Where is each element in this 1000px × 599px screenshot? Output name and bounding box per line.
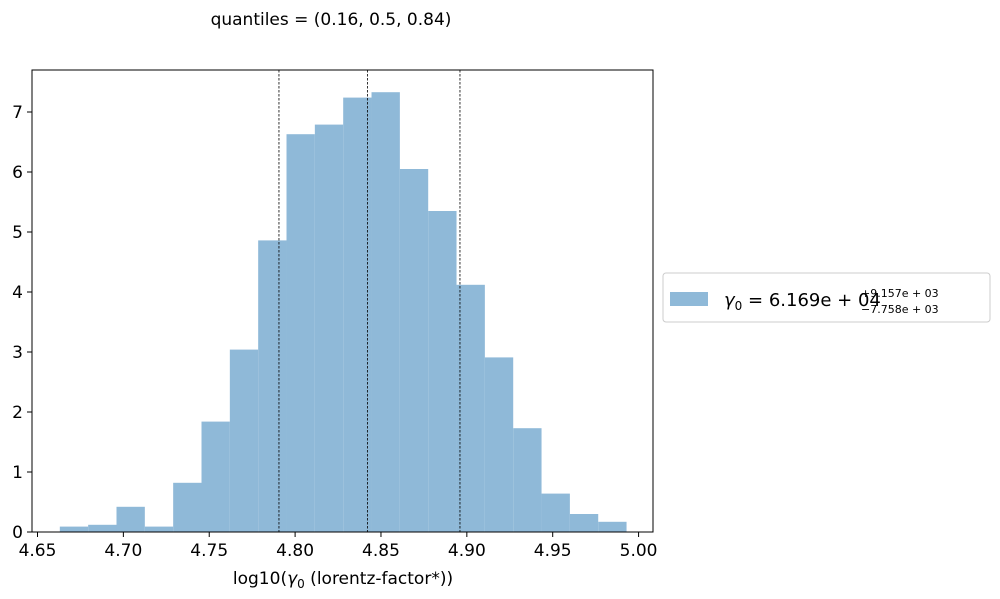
histogram-bar xyxy=(88,524,117,532)
histogram-bar xyxy=(456,284,485,532)
y-tick-label: 4 xyxy=(12,283,23,303)
quantile-lines xyxy=(278,70,461,532)
y-tick-label: 1 xyxy=(12,463,23,483)
histogram-bar xyxy=(258,240,287,532)
x-axis-label-subscript: 0 xyxy=(297,577,305,591)
legend-label: γ0 = 6.169e + 04 xyxy=(724,290,881,313)
histogram-bar xyxy=(144,526,174,532)
histogram-bar xyxy=(173,482,202,532)
x-tick-label: 4.90 xyxy=(448,541,486,561)
histogram-bar xyxy=(286,134,315,532)
y-tick-label: 0 xyxy=(12,523,23,543)
y-tick-label: 7 xyxy=(12,103,23,123)
histogram-bar xyxy=(229,349,259,532)
x-tick-label: 4.65 xyxy=(19,541,57,561)
histogram-bar xyxy=(428,211,457,532)
y-axis-ticks: 0 1 2 3 4 5 6 7 xyxy=(12,103,32,543)
histogram-bars xyxy=(59,92,627,532)
x-tick-label: 4.95 xyxy=(534,541,572,561)
histogram-bar xyxy=(569,514,599,532)
histogram-bar xyxy=(513,428,542,532)
histogram-bar xyxy=(116,506,145,532)
histogram-bar xyxy=(399,169,429,532)
plot-area-frame xyxy=(31,69,654,533)
histogram-bar xyxy=(59,526,89,532)
histogram-bar xyxy=(598,521,627,532)
legend-swatch xyxy=(670,292,708,306)
legend-symbol: γ xyxy=(724,290,736,311)
x-axis-label-prefix: log10( xyxy=(233,569,287,589)
y-tick-label: 6 xyxy=(12,163,23,183)
legend-symbol-subscript: 0 xyxy=(735,299,743,313)
legend-box xyxy=(662,272,991,323)
x-axis-label-suffix: (lorentz-factor*)) xyxy=(305,569,453,589)
histogram-bar xyxy=(371,92,400,532)
histogram-bar xyxy=(343,97,372,532)
histogram-bar xyxy=(484,357,514,532)
legend-lower-error: −7.758e + 03 xyxy=(861,303,939,316)
y-tick-label: 2 xyxy=(12,403,23,423)
x-tick-label: 4.80 xyxy=(276,541,314,561)
x-tick-label: 5.00 xyxy=(620,541,658,561)
x-axis-label-symbol: γ xyxy=(287,569,298,589)
x-tick-label: 4.75 xyxy=(190,541,228,561)
x-axis-ticks: 4.65 4.70 4.75 4.80 4.85 4.90 4.95 5.00 xyxy=(19,532,658,561)
legend-value: = 6.169e + 04 xyxy=(742,290,881,311)
histogram-bar xyxy=(314,124,344,532)
x-tick-label: 4.85 xyxy=(362,541,400,561)
y-tick-label: 3 xyxy=(12,343,23,363)
x-axis-label: log10(γ0 (lorentz-factor*)) xyxy=(233,569,453,591)
x-tick-label: 4.70 xyxy=(104,541,142,561)
chart-title: quantiles = (0.16, 0.5, 0.84) xyxy=(211,10,452,30)
y-tick-label: 5 xyxy=(12,223,23,243)
legend-upper-error: +9.157e + 03 xyxy=(861,287,939,300)
legend: γ0 = 6.169e + 04 +9.157e + 03 −7.758e + … xyxy=(662,272,991,323)
histogram-bar xyxy=(541,493,570,532)
histogram-bar xyxy=(201,421,230,532)
